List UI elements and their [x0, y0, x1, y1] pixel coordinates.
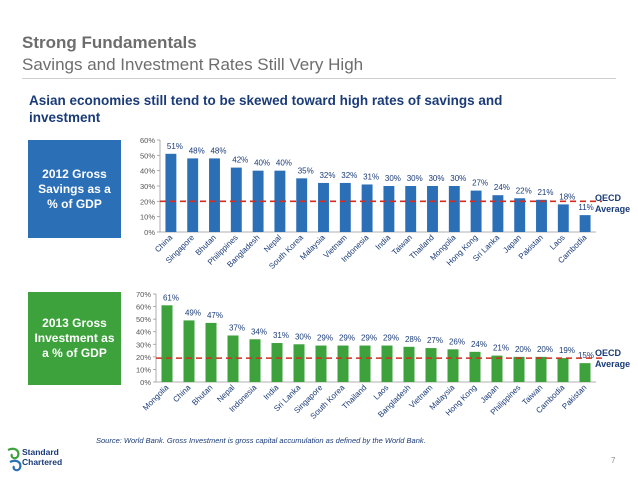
savings-y-tick-label: 30% — [140, 182, 155, 191]
oecd-average-label-investment: OECD Average — [595, 348, 631, 369]
savings-bar — [209, 158, 220, 232]
savings-bar — [448, 186, 460, 232]
savings-bar — [536, 199, 547, 232]
savings-value-label: 32% — [341, 171, 357, 180]
savings-bar — [405, 186, 417, 232]
savings-value-label: 40% — [254, 159, 270, 168]
savings-bar — [318, 182, 329, 232]
savings-value-label: 31% — [363, 172, 379, 181]
savings-value-label: 48% — [189, 146, 205, 155]
savings-value-label: 18% — [559, 192, 575, 201]
savings-y-tick-label: 50% — [140, 151, 155, 160]
savings-bar — [557, 204, 569, 232]
savings-bar — [492, 195, 504, 232]
savings-bar — [230, 167, 242, 232]
savings-value-label: 42% — [232, 156, 248, 165]
savings-y-tick-label: 60% — [140, 136, 155, 145]
savings-value-label: 48% — [210, 146, 226, 155]
savings-value-label: 22% — [516, 186, 532, 195]
savings-y-tick-label: 10% — [140, 213, 155, 222]
savings-bar — [296, 178, 308, 232]
savings-value-label: 32% — [319, 171, 335, 180]
savings-bar — [427, 186, 438, 232]
investment-label-box: 2013 Gross Investment as a % of GDP — [28, 292, 121, 385]
savings-value-label: 24% — [494, 183, 510, 192]
standard-chartered-logo-icon — [7, 447, 22, 472]
savings-category-label: Pakistan — [517, 233, 545, 261]
savings-value-label: 27% — [472, 179, 488, 188]
savings-bar — [361, 184, 373, 232]
slide-subtitle: Savings and Investment Rates Still Very … — [22, 55, 364, 74]
savings-bar — [252, 170, 264, 232]
savings-bar — [470, 190, 482, 232]
savings-bar — [274, 170, 286, 232]
savings-bar — [165, 153, 177, 232]
savings-value-label: 40% — [276, 159, 292, 168]
savings-value-label: 30% — [428, 174, 444, 183]
savings-y-tick-label: 0% — [144, 228, 155, 237]
savings-bar — [187, 158, 199, 232]
savings-value-label: 30% — [407, 174, 423, 183]
savings-y-tick-label: 20% — [140, 197, 155, 206]
savings-category-label: Laos — [548, 233, 567, 252]
savings-y-tick-label: 40% — [140, 167, 155, 176]
logo-wordmark: Standard Chartered — [22, 447, 63, 467]
savings-value-label: 11% — [578, 203, 593, 212]
savings-value-label: 51% — [167, 142, 183, 151]
savings-value-label: 30% — [450, 174, 466, 183]
slide-title: Strong Fundamentals — [22, 33, 197, 52]
savings-bar — [383, 186, 395, 232]
savings-value-label: 35% — [298, 166, 314, 175]
savings-bar — [579, 215, 591, 232]
title-divider — [22, 78, 616, 79]
savings-bar — [339, 182, 351, 232]
oecd-average-label-savings: OECD Average — [595, 193, 631, 214]
savings-label-box: 2012 Gross Savings as a % of GDP — [28, 140, 121, 238]
savings-value-label: 21% — [537, 188, 553, 197]
page-number: 7 — [611, 456, 616, 465]
savings-bar — [514, 198, 526, 232]
source-note: Source: World Bank. Gross Investment is … — [96, 436, 426, 445]
slide-headline: Asian economies still tend to be skewed … — [29, 93, 503, 125]
savings-value-label: 30% — [385, 174, 401, 183]
savings-category-label: India — [374, 233, 393, 252]
